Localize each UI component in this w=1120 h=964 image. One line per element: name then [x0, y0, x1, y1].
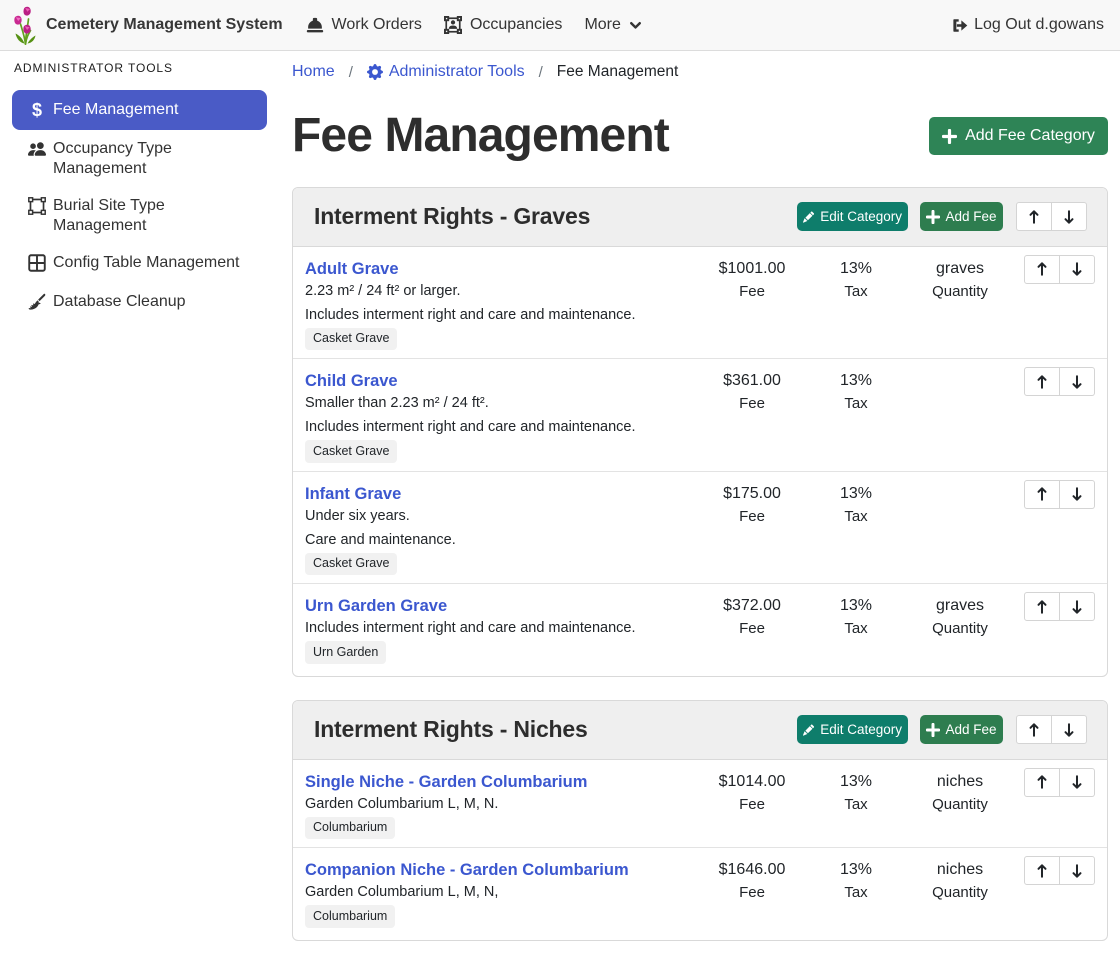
svg-text:$: $ — [32, 101, 42, 119]
